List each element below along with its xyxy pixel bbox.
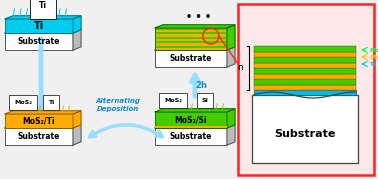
Text: MoS₂/Si: MoS₂/Si <box>175 115 207 125</box>
Text: Substrate: Substrate <box>18 132 60 141</box>
Bar <box>254 68 356 74</box>
FancyBboxPatch shape <box>252 95 358 163</box>
Text: 2h: 2h <box>195 81 207 90</box>
Text: Ti: Ti <box>34 21 44 31</box>
Text: MoS₂/Ti: MoS₂/Ti <box>23 117 55 125</box>
Text: Substrate: Substrate <box>170 132 212 141</box>
Text: Substrate: Substrate <box>274 129 336 139</box>
Bar <box>5 114 73 128</box>
Polygon shape <box>227 109 235 128</box>
Bar <box>254 79 356 84</box>
Polygon shape <box>155 47 235 50</box>
Text: MoS₂/Si: MoS₂/Si <box>369 47 378 52</box>
Bar <box>156 30 226 32</box>
Bar <box>5 19 73 33</box>
Text: MoS₂: MoS₂ <box>14 100 32 105</box>
Polygon shape <box>5 16 81 19</box>
Polygon shape <box>73 111 81 128</box>
Bar <box>254 46 356 52</box>
FancyBboxPatch shape <box>238 4 374 175</box>
Bar <box>155 50 227 67</box>
Polygon shape <box>73 125 81 145</box>
Bar <box>254 74 356 79</box>
Text: Substrate: Substrate <box>18 37 60 46</box>
FancyArrowPatch shape <box>90 125 163 137</box>
Text: Ti: Ti <box>48 100 54 105</box>
Text: MoS₂/Ti: MoS₂/Ti <box>369 54 378 59</box>
Polygon shape <box>155 109 235 112</box>
Text: n: n <box>237 64 243 72</box>
Text: MoS₂: MoS₂ <box>164 98 182 103</box>
Bar <box>254 90 356 95</box>
Bar <box>254 57 356 62</box>
Polygon shape <box>227 125 235 145</box>
Bar <box>155 128 227 145</box>
Polygon shape <box>155 25 235 28</box>
Polygon shape <box>227 25 235 50</box>
Bar <box>156 39 226 41</box>
Bar <box>5 33 73 50</box>
Polygon shape <box>5 125 81 128</box>
Bar <box>156 48 226 50</box>
Text: Ti: Ti <box>39 1 47 9</box>
Text: Si: Si <box>201 98 208 103</box>
Polygon shape <box>227 47 235 67</box>
Bar <box>155 28 227 50</box>
Polygon shape <box>73 30 81 50</box>
Polygon shape <box>5 111 81 114</box>
Bar <box>156 43 226 46</box>
Text: • • •: • • • <box>186 12 211 22</box>
Text: Substrate: Substrate <box>170 54 212 63</box>
Polygon shape <box>5 30 81 33</box>
Polygon shape <box>73 16 81 33</box>
Bar <box>155 112 227 128</box>
Text: Ti: Ti <box>369 62 375 67</box>
Bar <box>5 128 73 145</box>
Bar <box>254 52 356 57</box>
Bar <box>156 34 226 37</box>
Text: Alternating
Deposition: Alternating Deposition <box>96 98 141 112</box>
Bar <box>155 125 227 128</box>
Polygon shape <box>155 125 235 128</box>
Bar <box>254 62 356 68</box>
Bar <box>254 84 356 90</box>
